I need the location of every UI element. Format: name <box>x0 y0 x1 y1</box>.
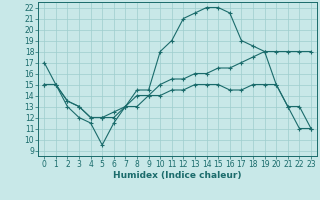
X-axis label: Humidex (Indice chaleur): Humidex (Indice chaleur) <box>113 171 242 180</box>
